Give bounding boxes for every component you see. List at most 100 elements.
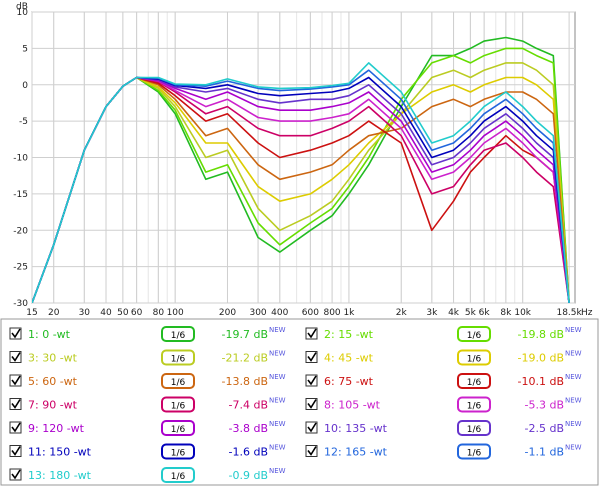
legend-checkbox[interactable] [9,421,22,434]
smoothing-label: 1/6 [467,355,482,365]
y-tick-label: 5 [22,44,28,54]
smoothing-button[interactable] [161,349,195,366]
legend-item[interactable]: 4: 45 -wt 1/6 -19.0 dB NEW [305,349,582,366]
x-tick-label: 4k [448,308,460,318]
checkmark-icon [11,352,21,362]
smoothing-button[interactable] [161,420,195,436]
legend-border [0,318,599,486]
x-tick-label: 600 [302,308,319,318]
smoothing-button[interactable] [457,420,491,436]
smoothing-button[interactable] [161,467,195,483]
legend-item[interactable]: 3: 30 -wt 1/6 -21.2 dB NEW [9,349,286,366]
legend-item[interactable]: 10: 135 -wt 1/6 -2.5 dB NEW [305,420,582,436]
smoothing-button[interactable] [161,396,195,413]
legend-checkbox[interactable] [9,445,22,457]
legend-checkbox[interactable] [9,374,22,387]
legend-new-tag: NEW [565,373,582,381]
x-tick-label: 40 [100,308,112,318]
legend-label: 1: 0 -wt [28,328,71,341]
legend-new-tag: NEW [269,397,286,405]
smoothing-button[interactable] [457,326,491,342]
legend-new-tag: NEW [269,420,286,428]
legend-label: 8: 105 -wt [324,399,381,412]
x-tick-label: 10k [514,308,531,318]
smoothing-button[interactable] [161,443,195,460]
x-tick-label: 300 [249,308,266,318]
legend-checkbox[interactable] [305,351,318,363]
smoothing-label: 1/6 [171,425,186,435]
checkmark-icon [11,399,21,409]
legend-label: 6: 75 -wt [324,375,374,388]
legend-checkbox[interactable] [305,421,318,434]
legend-new-tag: NEW [565,326,582,334]
legend-item[interactable]: 6: 75 -wt 1/6 -10.1 dB NEW [305,373,582,389]
smoothing-label: 1/6 [467,425,482,435]
smoothing-button[interactable] [457,373,491,389]
x-tick-label: 60 [131,308,143,318]
legend-item[interactable]: 11: 150 -wt 1/6 -1.6 dB NEW [9,443,286,460]
legend-item[interactable]: 12: 165 -wt 1/6 -1.1 dB NEW [305,443,582,460]
legend-new-tag: NEW [269,326,286,334]
legend-value: -19.0 dB [518,352,565,365]
smoothing-button[interactable] [161,326,195,342]
x-tick-label: 80 [153,308,165,318]
smoothing-label: 1/6 [467,378,482,388]
legend-value: -13.8 dB [222,375,269,388]
x-tick-label: 30 [79,308,91,318]
legend-new-tag: NEW [269,350,286,358]
legend-panel: 1: 0 -wt 1/6 -19.7 dB NEW 2: 15 -wt 1/6 -19.8 … [0,318,600,487]
smoothing-button[interactable] [161,373,195,389]
x-tick-label: 100 [167,308,184,318]
checkmark-icon [307,399,317,409]
y-tick-label: -20 [13,226,28,236]
x-tick-label: 50 [117,308,129,318]
smoothing-button[interactable] [457,349,491,366]
y-tick-label: -25 [13,263,28,273]
y-tick-label: -30 [13,299,28,309]
checkmark-icon [11,328,21,339]
legend-value: -5.3 dB [525,399,565,412]
y-tick-label: 0 [22,81,28,91]
smoothing-label: 1/6 [171,472,186,482]
legend-label: 9: 120 -wt [28,422,85,435]
x-tick-label: 15 [26,308,37,318]
legend-checkbox[interactable] [9,351,22,363]
x-tick-label: 200 [219,308,236,318]
legend-new-tag: NEW [565,420,582,428]
smoothing-button[interactable] [457,443,491,460]
smoothing-label: 1/6 [171,402,186,412]
legend-value: -1.6 dB [229,446,269,459]
legend-label: 2: 15 -wt [324,328,374,341]
checkmark-icon [11,446,21,456]
legend-item[interactable]: 1: 0 -wt 1/6 -19.7 dB NEW [9,326,286,342]
checkmark-icon [11,469,21,480]
smoothing-button[interactable] [457,396,491,413]
legend-checkbox[interactable] [305,327,318,340]
legend-item[interactable]: 5: 60 -wt 1/6 -13.8 dB NEW [9,373,286,389]
legend-value: -1.1 dB [525,446,565,459]
legend-label: 11: 150 -wt [28,446,92,459]
y-tick-label: -15 [13,190,28,200]
legend-checkbox[interactable] [305,374,318,387]
smoothing-label: 1/6 [467,449,482,459]
legend-checkbox[interactable] [9,327,22,340]
series-group [32,36,570,303]
legend-checkbox[interactable] [9,398,22,410]
legend-item[interactable]: 2: 15 -wt 1/6 -19.8 dB NEW [305,326,582,342]
legend-item[interactable]: 7: 90 -wt 1/6 -7.4 dB NEW [9,396,286,413]
legend-value: -21.2 dB [222,352,269,365]
legend-new-tag: NEW [269,467,286,475]
legend-checkbox[interactable] [9,468,22,481]
legend-label: 13: 180 -wt [28,469,92,482]
legend-item[interactable]: 8: 105 -wt 1/6 -5.3 dB NEW [305,396,582,413]
y-tick-label: -10 [13,154,28,164]
legend-checkbox[interactable] [305,398,318,410]
legend-new-tag: NEW [565,350,582,358]
legend-label: 3: 30 -wt [28,352,78,365]
legend-item[interactable]: 13: 180 -wt 1/6 -0.9 dB NEW [9,467,286,483]
legend-new-tag: NEW [565,397,582,405]
legend-item[interactable]: 9: 120 -wt 1/6 -3.8 dB NEW [9,420,286,436]
legend-checkbox[interactable] [305,445,318,457]
legend-value: -7.4 dB [229,399,269,412]
